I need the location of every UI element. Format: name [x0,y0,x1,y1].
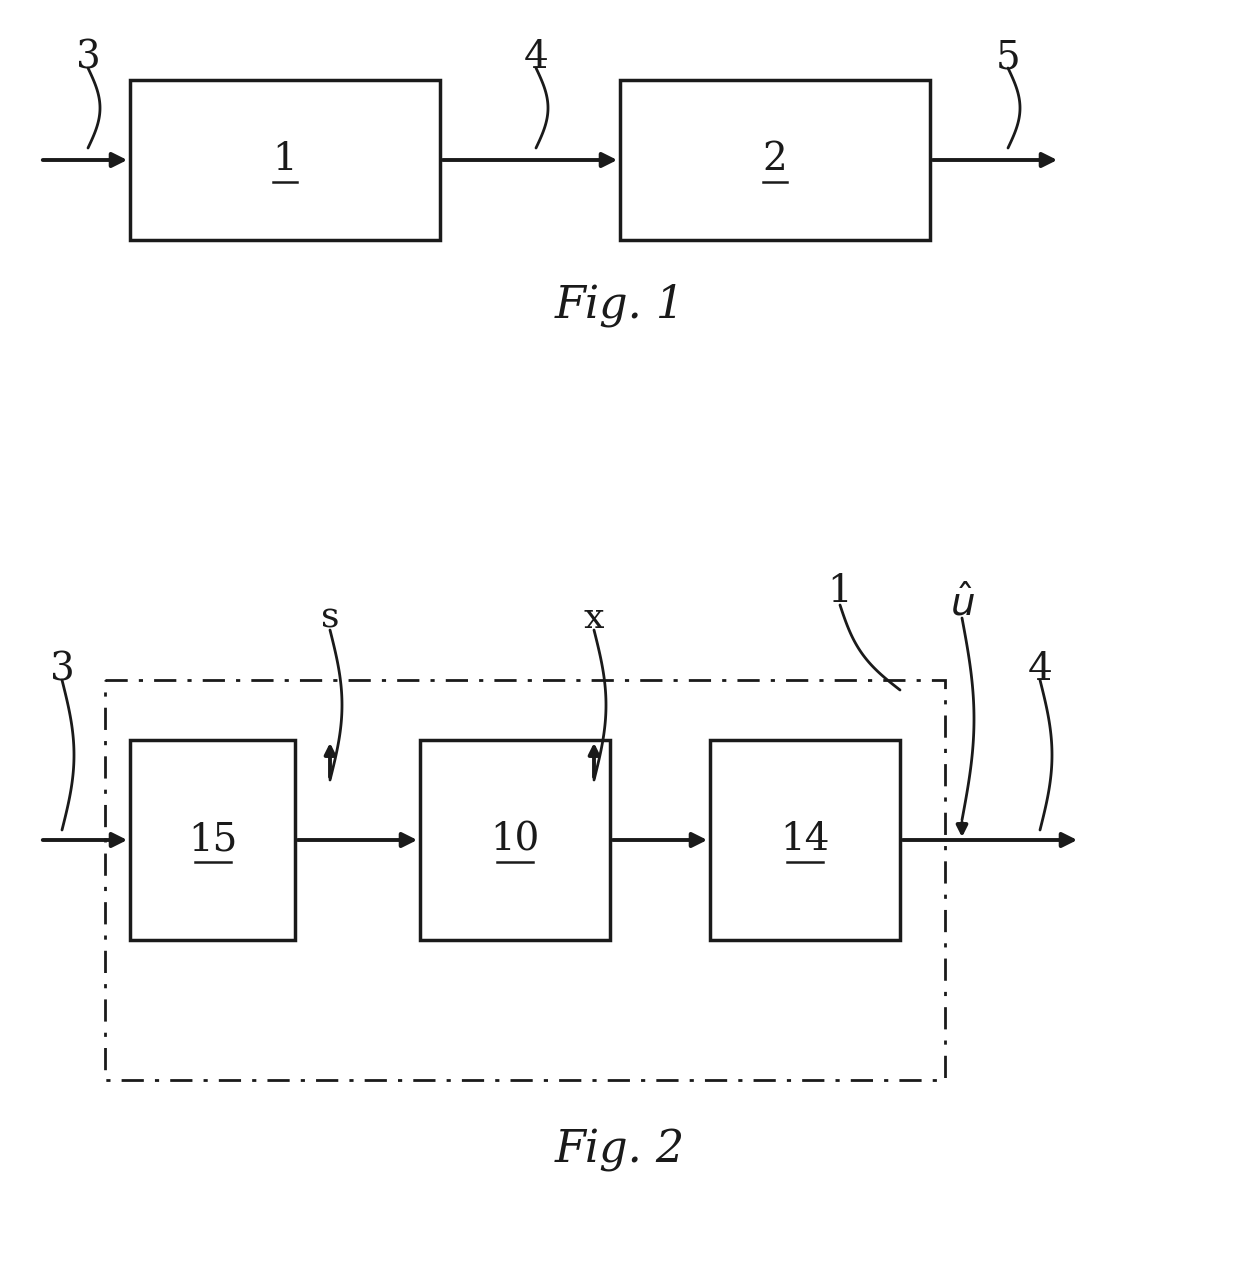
Text: 4: 4 [1028,651,1053,689]
Text: $\hat{u}$: $\hat{u}$ [950,585,975,623]
Bar [130,740,295,941]
Text: 3: 3 [50,651,74,689]
Text: 15: 15 [187,821,237,858]
Text: 3: 3 [76,40,100,77]
Text: Fig. 1: Fig. 1 [554,283,686,326]
Text: 2: 2 [763,141,787,179]
Bar [420,740,610,941]
Bar [105,680,945,1079]
Text: 1: 1 [273,141,298,179]
Text: x: x [584,601,604,635]
Text: 1: 1 [827,573,852,610]
Text: 5: 5 [996,40,1021,77]
Text: 4: 4 [523,40,548,77]
Text: 14: 14 [780,821,830,858]
Text: 10: 10 [490,821,539,858]
Bar [711,740,900,941]
Text: Fig. 2: Fig. 2 [554,1128,686,1172]
Bar [130,80,440,240]
Text: s: s [321,601,340,635]
Bar [620,80,930,240]
